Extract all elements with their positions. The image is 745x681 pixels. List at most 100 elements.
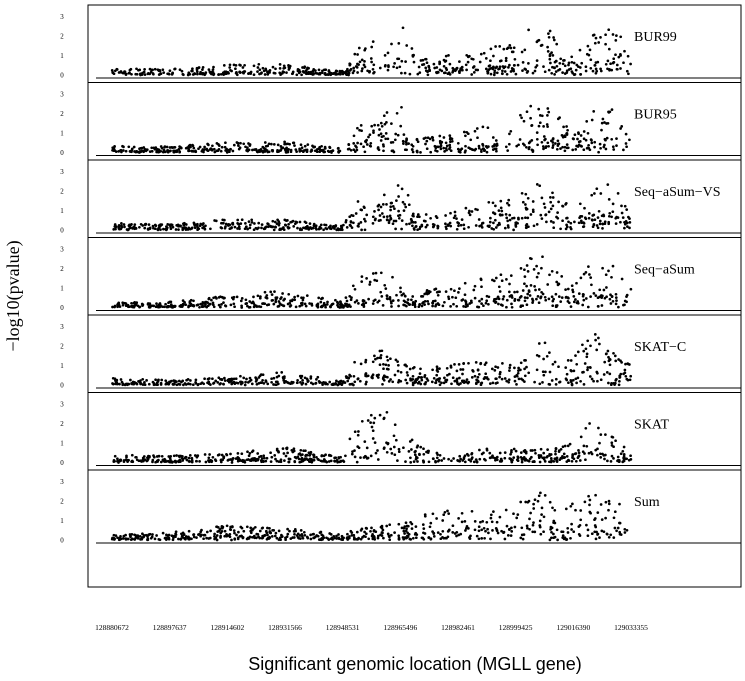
data-point bbox=[360, 419, 364, 423]
data-point bbox=[577, 292, 581, 295]
data-point bbox=[210, 72, 213, 76]
data-point bbox=[555, 147, 559, 151]
data-point bbox=[198, 305, 201, 309]
data-point bbox=[295, 73, 299, 77]
data-point bbox=[582, 444, 586, 448]
data-point bbox=[164, 302, 167, 306]
data-point bbox=[588, 273, 591, 276]
data-point bbox=[542, 515, 546, 519]
data-point bbox=[252, 295, 255, 299]
data-point bbox=[379, 218, 382, 222]
data-point bbox=[192, 535, 196, 539]
data-point bbox=[306, 458, 310, 462]
data-point bbox=[263, 226, 267, 229]
data-point bbox=[440, 459, 444, 462]
data-point bbox=[346, 67, 349, 71]
data-point bbox=[128, 68, 132, 72]
data-point bbox=[471, 66, 475, 69]
data-point bbox=[460, 218, 464, 221]
data-point bbox=[513, 297, 517, 301]
data-point bbox=[450, 382, 453, 386]
data-point bbox=[441, 519, 445, 522]
data-point bbox=[199, 302, 202, 306]
data-point bbox=[627, 215, 630, 219]
data-point bbox=[196, 383, 200, 387]
data-point bbox=[539, 213, 543, 217]
data-point bbox=[623, 527, 627, 531]
data-point bbox=[506, 46, 510, 50]
data-point bbox=[302, 71, 306, 74]
data-point bbox=[511, 50, 515, 54]
data-point bbox=[127, 145, 131, 149]
data-point bbox=[346, 538, 350, 541]
data-point bbox=[305, 72, 309, 75]
data-point bbox=[390, 122, 393, 125]
data-point bbox=[624, 142, 628, 145]
data-point bbox=[191, 144, 195, 148]
data-point bbox=[617, 305, 620, 309]
data-point bbox=[225, 147, 228, 151]
data-point bbox=[604, 33, 607, 37]
data-point bbox=[392, 445, 396, 449]
data-point bbox=[143, 222, 147, 226]
data-point bbox=[329, 537, 333, 541]
data-point bbox=[565, 455, 569, 458]
data-point bbox=[531, 297, 534, 301]
data-point bbox=[129, 223, 132, 227]
data-point bbox=[154, 146, 158, 149]
data-point bbox=[610, 441, 614, 445]
data-point bbox=[543, 295, 547, 299]
data-point bbox=[607, 502, 611, 506]
data-point bbox=[151, 224, 155, 228]
data-point bbox=[278, 71, 282, 75]
data-point bbox=[228, 148, 231, 152]
data-point bbox=[548, 538, 552, 542]
data-point bbox=[292, 447, 296, 451]
data-point bbox=[274, 457, 277, 461]
data-point bbox=[425, 147, 429, 151]
data-point bbox=[547, 297, 551, 301]
data-point bbox=[479, 52, 483, 56]
data-point bbox=[335, 537, 339, 540]
data-point bbox=[125, 537, 129, 541]
data-point bbox=[352, 148, 356, 152]
data-point bbox=[532, 268, 536, 271]
data-point bbox=[236, 452, 240, 455]
data-point bbox=[412, 60, 416, 64]
data-point bbox=[596, 532, 600, 536]
data-point bbox=[546, 50, 550, 53]
data-point bbox=[314, 71, 318, 75]
data-point bbox=[598, 288, 602, 292]
data-point bbox=[582, 221, 585, 224]
data-point bbox=[166, 382, 169, 386]
data-point bbox=[623, 204, 627, 208]
data-point bbox=[280, 535, 284, 539]
data-point bbox=[400, 59, 404, 63]
data-point bbox=[114, 534, 118, 537]
data-point bbox=[528, 527, 531, 531]
data-point bbox=[124, 73, 128, 76]
data-point bbox=[476, 68, 480, 72]
data-point bbox=[387, 221, 391, 225]
data-point bbox=[174, 532, 177, 536]
data-point bbox=[360, 280, 364, 283]
data-point bbox=[414, 225, 418, 228]
data-point bbox=[345, 299, 349, 303]
data-point bbox=[485, 299, 489, 303]
data-point bbox=[391, 299, 395, 302]
data-point bbox=[156, 380, 160, 383]
series-label: SKAT bbox=[634, 418, 669, 433]
data-point bbox=[199, 70, 202, 74]
data-point bbox=[464, 206, 468, 210]
data-point bbox=[503, 226, 507, 230]
data-point bbox=[159, 149, 163, 153]
data-point bbox=[507, 203, 511, 207]
data-point bbox=[247, 220, 251, 223]
data-point bbox=[309, 72, 313, 76]
data-point bbox=[406, 524, 410, 528]
data-point bbox=[388, 296, 392, 299]
data-point bbox=[365, 277, 368, 280]
data-point bbox=[282, 228, 286, 232]
data-point bbox=[510, 460, 514, 464]
data-point bbox=[605, 532, 609, 536]
